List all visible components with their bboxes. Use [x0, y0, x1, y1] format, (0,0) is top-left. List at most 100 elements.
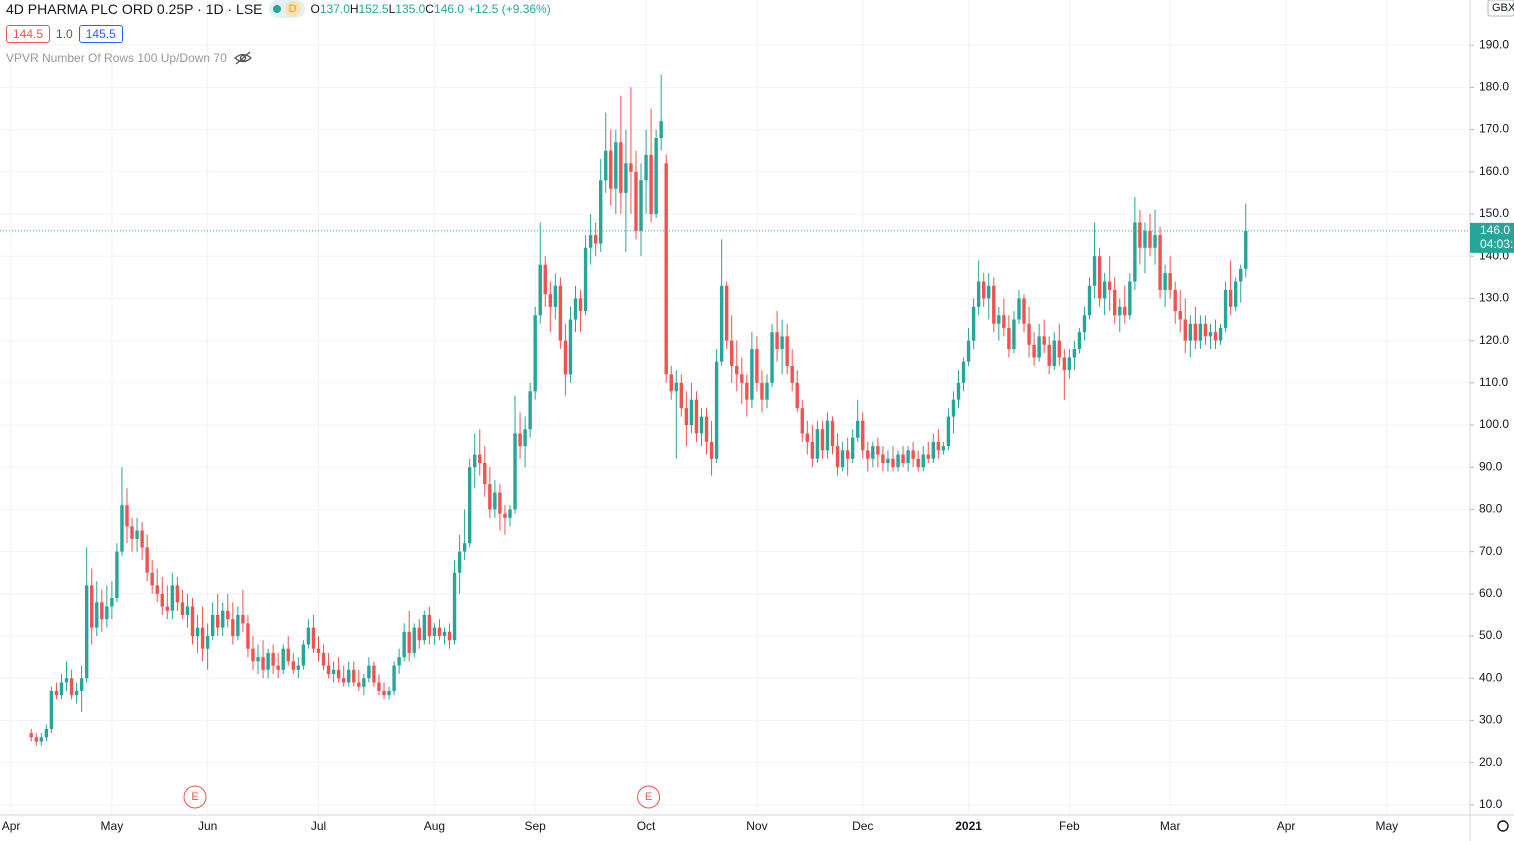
candle-body [961, 361, 966, 383]
candle-body [518, 433, 522, 447]
candle-body [457, 551, 462, 573]
candle-body [971, 306, 976, 341]
ask[interactable]: 145.5 [78, 25, 123, 43]
candle-body [780, 336, 784, 350]
y-tick-label: 90.0 [1479, 459, 1503, 473]
candle-body [624, 163, 628, 193]
event-marker[interactable] [183, 785, 207, 809]
candle-body [568, 319, 573, 375]
candle-body [694, 399, 699, 434]
delay-badge: D [284, 1, 301, 17]
y-tick-label: 70.0 [1479, 544, 1503, 558]
candle-body [1208, 332, 1213, 337]
candle-body [447, 631, 452, 641]
candle-body [442, 631, 447, 637]
candle-body [1203, 323, 1208, 337]
candle-body [679, 382, 684, 409]
candle-body [261, 657, 265, 670]
candle-body [1082, 315, 1087, 333]
candle-body [1042, 336, 1046, 345]
candle-body [881, 454, 885, 464]
candle-body [190, 606, 195, 637]
candle-body [664, 163, 668, 375]
candle-body [165, 606, 170, 611]
settings-icon[interactable] [1497, 820, 1509, 832]
y-tick-label: 190.0 [1479, 37, 1509, 51]
y-tick-label: 80.0 [1479, 502, 1503, 516]
indicator-row: VPVR Number Of Rows 100 Up/Down 70 [6, 49, 551, 67]
countdown: 04:03: [1480, 237, 1513, 251]
header: 4D PHARMA PLC ORD 0.25P · 1D · LSE D O 13… [6, 0, 551, 67]
candle-body [29, 733, 33, 738]
ohlc-legend: O 137.0 H 152.5 L 135.0 C 146.0 +12.5 (+9.36%) [311, 2, 551, 16]
candle-body [205, 636, 210, 649]
candle-body [785, 336, 789, 366]
candle-body [699, 416, 704, 434]
candle-body [321, 652, 326, 666]
candle-body [241, 614, 245, 624]
x-tick-label: Aug [424, 819, 445, 833]
hide-icon[interactable] [233, 51, 253, 65]
candle-body [1163, 273, 1167, 290]
candle-body [558, 285, 563, 341]
event-marker[interactable] [637, 785, 661, 809]
candle-body [1062, 357, 1067, 371]
candle-body [649, 154, 653, 214]
y-tick-label: 20.0 [1479, 755, 1503, 769]
price-tag [1470, 222, 1514, 253]
candle-body [1158, 235, 1162, 290]
candle-body [336, 669, 341, 679]
candle-body [911, 450, 915, 459]
candle-body [347, 669, 351, 683]
candle-body [1128, 281, 1132, 316]
candle-body [850, 437, 855, 459]
x-tick-label: Apr [2, 819, 21, 833]
candle-body [966, 340, 971, 362]
candle-body [760, 382, 764, 400]
y-tick-label: 60.0 [1479, 586, 1503, 600]
candle-body [604, 150, 608, 181]
candle-body [251, 648, 255, 662]
candle-body [140, 530, 144, 548]
candle-body [866, 450, 870, 459]
candle-body [452, 572, 457, 641]
legend-item: +12.5 (+9.36%) [468, 2, 551, 16]
candle-body [1153, 235, 1157, 248]
candle-body [548, 294, 553, 307]
event-label: E [191, 791, 198, 803]
candle-body [432, 627, 437, 637]
candle-body [1032, 344, 1036, 358]
candle-body [1067, 357, 1072, 371]
candle-body [1239, 268, 1243, 282]
candle-body [64, 678, 69, 683]
candle-body [54, 690, 59, 696]
candle-body [357, 682, 361, 687]
candle-body [916, 458, 920, 468]
candle-body [659, 121, 663, 139]
candle-body [271, 652, 275, 666]
candle-body [185, 606, 190, 615]
candle-body [125, 505, 129, 527]
candle-body [533, 315, 537, 392]
candle-body [719, 285, 724, 362]
candle-body [730, 340, 734, 366]
candle-body [1002, 315, 1006, 328]
indicator[interactable]: VPVR Number Of Rows 100 Up/Down 70 [6, 51, 227, 65]
symbol[interactable]: 4D PHARMA PLC ORD 0.25P · 1D · LSE [6, 1, 263, 17]
x-tick-label: Jun [198, 819, 217, 833]
candle-body [896, 454, 900, 468]
candle-body [341, 678, 346, 683]
candle-body [714, 361, 719, 459]
candle-body [34, 737, 38, 742]
candle-body [810, 441, 815, 459]
candle-body [619, 142, 623, 193]
candle-body [276, 665, 280, 670]
candle-body [488, 484, 492, 510]
candle-body [1173, 289, 1177, 312]
y-tick-label: 120.0 [1479, 333, 1509, 347]
candle-body [790, 365, 794, 383]
candle-body [513, 433, 517, 510]
candle-body [417, 627, 421, 641]
bid[interactable]: 144.5 [6, 25, 51, 43]
